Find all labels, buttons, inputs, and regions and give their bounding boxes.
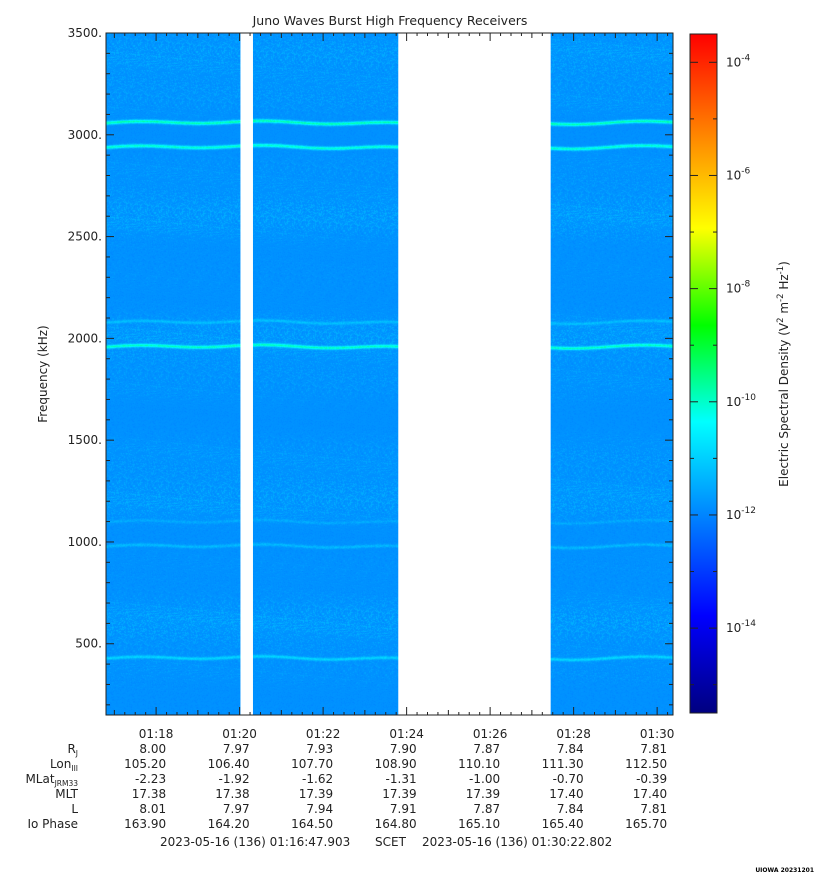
ephemeris-cell: 17.38	[132, 787, 166, 801]
ephemeris-cell: 7.91	[390, 802, 417, 816]
x-tick-label: 01:26	[473, 727, 508, 741]
x-tick-label: 01:22	[306, 727, 341, 741]
ephemeris-cell: 163.90	[124, 817, 166, 831]
y-axis-label: Frequency (kHz)	[36, 325, 50, 422]
data-gap-0	[240, 33, 253, 715]
ephemeris-cell: 8.01	[139, 802, 166, 816]
y-axis: 500. 1000. 1500. 2000. 2500. 3000. 3500.	[68, 26, 673, 706]
chart-title: Juno Waves Burst High Frequency Receiver…	[252, 13, 528, 28]
ephemeris-cell: -0.70	[553, 772, 584, 786]
ephemeris-cell: 105.20	[124, 757, 166, 771]
colorbar-tick-label: 10-8	[726, 280, 751, 296]
ephemeris-cell: -2.23	[135, 772, 166, 786]
x-tick-label: 01:20	[222, 727, 257, 741]
y-tick-label: 1500.	[68, 433, 102, 447]
credit-stamp: UIOWA 20231201	[755, 867, 814, 874]
colorbar-label: Electric Spectral Density (V2 m-2 Hz-1)	[776, 261, 791, 487]
colorbar-tick-label: 10-12	[726, 506, 756, 522]
ephemeris-cell: 165.70	[625, 817, 667, 831]
x-tick-label: 01:30	[640, 727, 675, 741]
y-tick-label: 1000.	[68, 535, 102, 549]
ephemeris-row-label: MLT	[55, 787, 78, 801]
ephemeris-cell: 7.97	[223, 802, 250, 816]
ephemeris-cell: 165.40	[542, 817, 584, 831]
ephemeris-cell: 164.50	[291, 817, 333, 831]
ephemeris-cell: 7.93	[306, 742, 333, 756]
y-tick-label: 3500.	[68, 26, 102, 40]
ephemeris-cell: 7.87	[473, 742, 500, 756]
ephemeris-cell: 17.39	[382, 787, 416, 801]
ephemeris-cell: 108.90	[375, 757, 417, 771]
y-tick-label: 500.	[75, 637, 102, 651]
ephemeris-cell: 17.38	[215, 787, 249, 801]
footer-start-time: 2023-05-16 (136) 01:16:47.903	[160, 835, 350, 849]
ephemeris-cell: -1.62	[302, 772, 333, 786]
ephemeris-row-label: LonIII	[50, 757, 78, 773]
colorbar-gradient	[689, 33, 718, 714]
data-gaps	[240, 33, 551, 715]
ephemeris-cell: 165.10	[458, 817, 500, 831]
colorbar-tick-label: 10-4	[726, 53, 751, 69]
ephemeris-cell: 164.80	[375, 817, 417, 831]
ephemeris-cell: 164.20	[208, 817, 250, 831]
ephemeris-cell: 106.40	[208, 757, 250, 771]
ephemeris-cell: 7.81	[640, 742, 667, 756]
ephemeris-cell: 7.90	[390, 742, 417, 756]
ephemeris-row-label: RJ	[67, 742, 78, 758]
colorbar-tick-label: 10-6	[726, 166, 751, 182]
x-axis: 01:18 01:20 01:22 01:24 01:26 01:28 01:30	[113, 33, 675, 741]
plot-frame	[105, 32, 674, 716]
colorbar-tick-label: 10-14	[726, 619, 756, 635]
x-tick-label: 01:18	[139, 727, 174, 741]
ephemeris-cell: 17.40	[633, 787, 667, 801]
y-tick-label: 2500.	[68, 230, 102, 244]
ephemeris-cell: 17.39	[299, 787, 333, 801]
ephemeris-cell: -1.31	[386, 772, 417, 786]
ephemeris-cell: 112.50	[625, 757, 667, 771]
x-tick-label: 01:28	[556, 727, 591, 741]
ephemeris-cell: 17.40	[549, 787, 583, 801]
ephemeris-cell: -1.00	[469, 772, 500, 786]
ephemeris-cell: 17.39	[466, 787, 500, 801]
colorbar: 10-14 10-12 10-10 10-8 10-6 10-4	[689, 33, 756, 714]
data-gap-1	[398, 33, 551, 715]
y-tick-label: 3000.	[68, 128, 102, 142]
ephemeris-cell: 7.84	[557, 802, 584, 816]
ephemeris-cell: 111.30	[542, 757, 584, 771]
colorbar-ticks: 10-14 10-12 10-10 10-8 10-6 10-4	[690, 53, 756, 686]
ephemeris-cell: -0.39	[636, 772, 667, 786]
footer-end-time: 2023-05-16 (136) 01:30:22.802	[422, 835, 612, 849]
ephemeris-cell: 7.87	[473, 802, 500, 816]
footer-scet-label: SCET	[375, 835, 407, 849]
ephemeris-cell: 7.94	[306, 802, 333, 816]
ephemeris-row-label: Io Phase	[27, 817, 78, 831]
spectrogram-plot-area	[105, 32, 674, 716]
ephemeris-cell: 7.81	[640, 802, 667, 816]
ephemeris-cell: 110.10	[458, 757, 500, 771]
x-tick-label: 01:24	[389, 727, 424, 741]
ephemeris-row-label: L	[71, 802, 78, 816]
y-tick-label: 2000.	[68, 331, 102, 345]
ephemeris-cell: 8.00	[139, 742, 166, 756]
ephemeris-cell: 107.70	[291, 757, 333, 771]
ephemeris-row-label: MLatJRM33	[25, 772, 78, 788]
ephemeris-cell: -1.92	[219, 772, 250, 786]
spectrogram-image	[106, 33, 673, 715]
colorbar-tick-label: 10-10	[726, 393, 756, 409]
ephemeris-cell: 7.84	[557, 742, 584, 756]
ephemeris-cell: 7.97	[223, 742, 250, 756]
